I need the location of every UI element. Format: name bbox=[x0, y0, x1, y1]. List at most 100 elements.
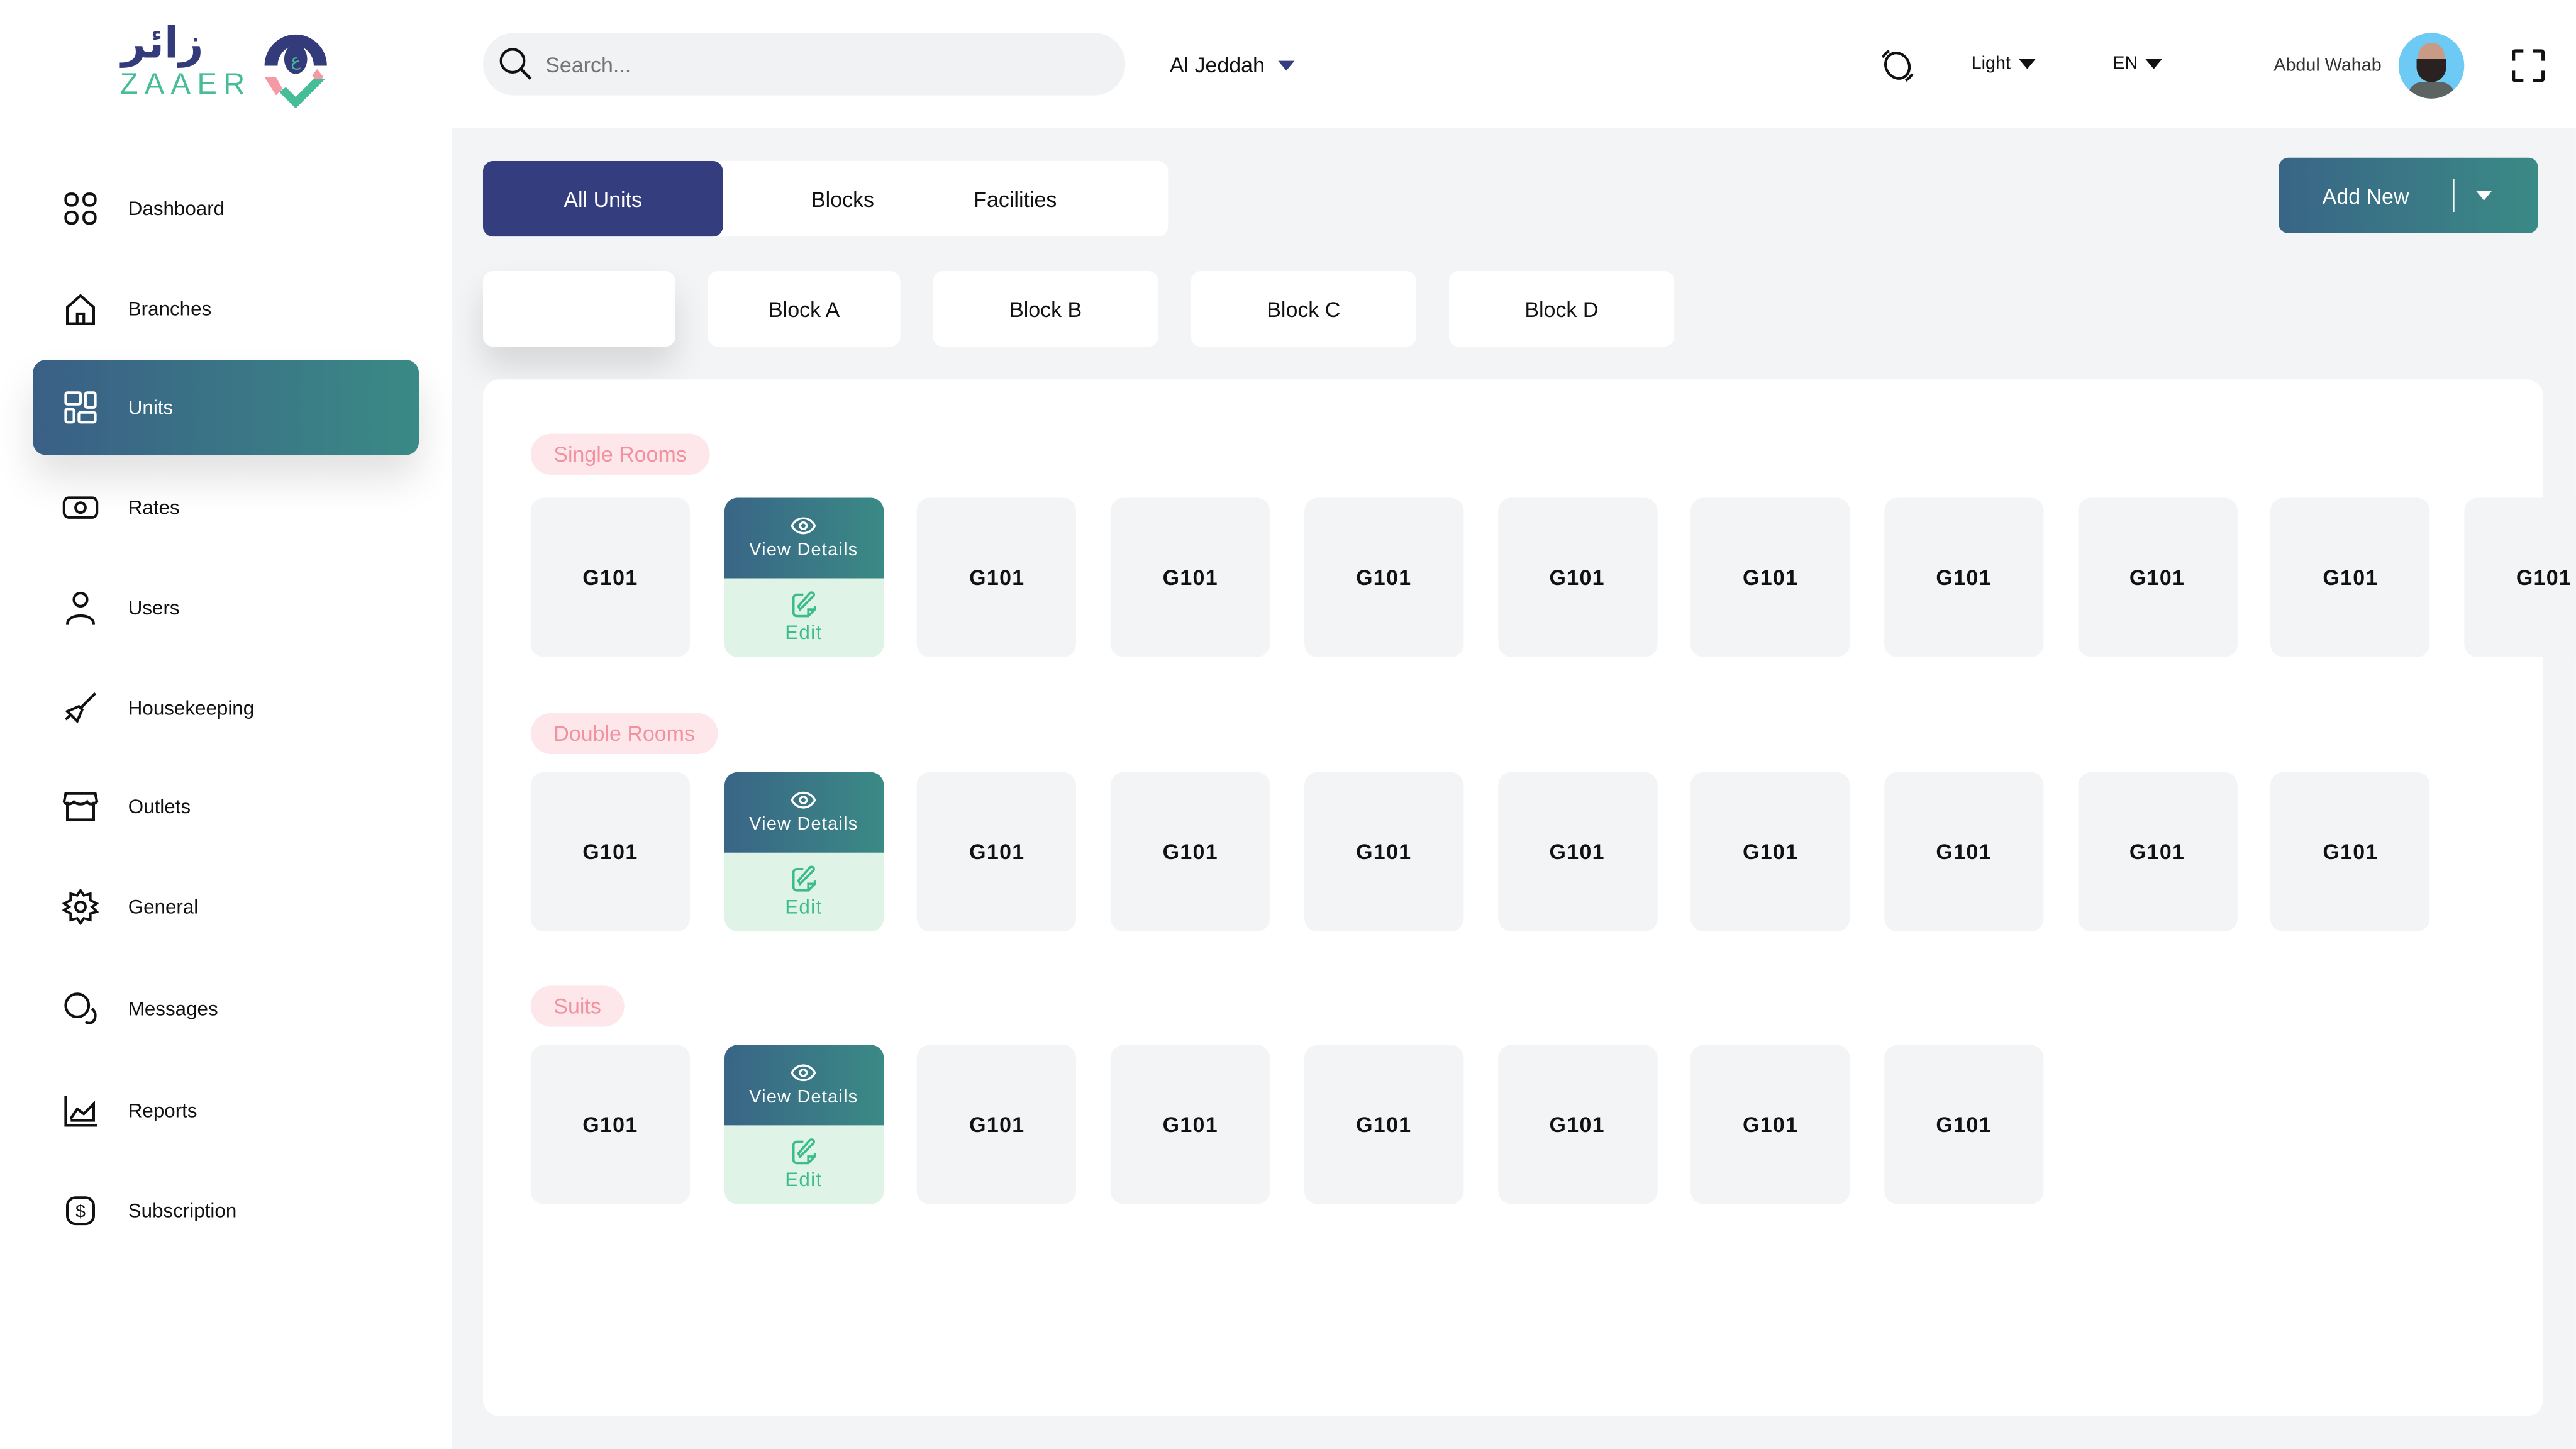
unit-card[interactable]: G101 bbox=[1497, 497, 1657, 657]
unit-number: G101 bbox=[1162, 565, 1218, 590]
user-icon bbox=[66, 591, 95, 625]
units-icon bbox=[64, 391, 97, 424]
unit-card[interactable]: G101 bbox=[2270, 497, 2431, 657]
unit-card[interactable]: G101 bbox=[1304, 497, 1463, 657]
search-input[interactable] bbox=[545, 52, 1072, 77]
tab-blocks[interactable]: Blocks bbox=[811, 186, 875, 211]
sidebar-item-outlets[interactable]: Outlets bbox=[33, 759, 419, 855]
eye-icon bbox=[791, 517, 817, 535]
add-new-label: Add New bbox=[2322, 183, 2409, 208]
sidebar-item-general[interactable]: General bbox=[33, 859, 419, 955]
unit-card[interactable]: G101 bbox=[530, 1045, 691, 1204]
unit-number: G101 bbox=[1549, 565, 1605, 590]
unit-number: G101 bbox=[1742, 1112, 1799, 1137]
theme-dropdown[interactable]: Light bbox=[1972, 54, 2036, 74]
unit-card[interactable]: G101 bbox=[2077, 772, 2237, 932]
notification-icon[interactable] bbox=[1879, 48, 1915, 84]
sidebar-item-reports[interactable]: Reports bbox=[33, 1063, 419, 1158]
sidebar-item-housekeeping[interactable]: Housekeeping bbox=[33, 660, 419, 756]
block-b[interactable]: Block B bbox=[933, 271, 1158, 347]
unit-number: G101 bbox=[1936, 839, 1992, 865]
unit-card[interactable]: G101 bbox=[917, 772, 1077, 932]
money-icon bbox=[62, 496, 99, 519]
unit-card[interactable]: G101 bbox=[530, 772, 691, 932]
unit-card[interactable]: G101 bbox=[1304, 772, 1463, 932]
edit-label: Edit bbox=[785, 1168, 823, 1191]
view-details-button[interactable]: View Details bbox=[724, 772, 884, 853]
unit-number: G101 bbox=[582, 839, 638, 865]
logo-pin-icon: ع bbox=[264, 34, 327, 109]
sidebar-item-units[interactable]: Units bbox=[33, 360, 419, 455]
unit-number: G101 bbox=[969, 565, 1025, 590]
unit-number: G101 bbox=[1356, 565, 1412, 590]
unit-number: G101 bbox=[969, 839, 1025, 865]
block-view-all[interactable]: View All bbox=[482, 271, 675, 347]
view-details-button[interactable]: View Details bbox=[724, 497, 884, 579]
unit-card[interactable]: G101 bbox=[1884, 772, 2044, 932]
sidebar-item-users[interactable]: Users bbox=[33, 560, 419, 656]
dashboard-icon bbox=[64, 192, 97, 225]
chevron-down-icon bbox=[2019, 59, 2036, 69]
unit-card[interactable]: View Details Edit bbox=[724, 497, 884, 657]
edit-button[interactable]: Edit bbox=[724, 1125, 883, 1204]
dollar-icon: $ bbox=[66, 1196, 95, 1226]
unit-card[interactable]: G101 bbox=[1884, 497, 2044, 657]
chevron-down-icon[interactable] bbox=[2475, 191, 2492, 201]
unit-number: G101 bbox=[1549, 839, 1605, 865]
edit-icon bbox=[792, 1138, 816, 1165]
svg-text:$: $ bbox=[75, 1202, 86, 1222]
block-a[interactable]: Block A bbox=[708, 271, 901, 347]
unit-number: G101 bbox=[1742, 839, 1799, 865]
block-d[interactable]: Block D bbox=[1448, 271, 1674, 347]
edit-button[interactable]: Edit bbox=[724, 853, 883, 931]
unit-card[interactable]: G101 bbox=[1690, 772, 1850, 932]
user-name[interactable]: Abdul Wahab bbox=[2273, 55, 2382, 76]
unit-card[interactable]: G101 bbox=[2077, 497, 2237, 657]
tab-facilities[interactable]: Facilities bbox=[974, 186, 1057, 211]
language-dropdown[interactable]: EN bbox=[2112, 54, 2163, 74]
unit-card[interactable]: G101 bbox=[1690, 1045, 1850, 1204]
edit-button[interactable]: Edit bbox=[724, 578, 883, 657]
sidebar-item-subscription[interactable]: $ Subscription bbox=[33, 1163, 419, 1258]
unit-number: G101 bbox=[1356, 839, 1412, 865]
fullscreen-icon[interactable] bbox=[2510, 48, 2546, 84]
avatar[interactable] bbox=[2398, 33, 2465, 99]
unit-card[interactable]: G101 bbox=[2464, 497, 2576, 657]
unit-card[interactable]: G101 bbox=[917, 1045, 1077, 1204]
block-c[interactable]: Block C bbox=[1191, 271, 1416, 347]
view-details-button[interactable]: View Details bbox=[724, 1045, 884, 1126]
unit-card[interactable]: G101 bbox=[2270, 772, 2431, 932]
unit-card[interactable]: G101 bbox=[1111, 1045, 1270, 1204]
language-label: EN bbox=[2112, 54, 2138, 74]
unit-card[interactable]: View Details Edit bbox=[724, 772, 884, 932]
edit-label: Edit bbox=[785, 895, 823, 919]
unit-card[interactable]: G101 bbox=[1690, 497, 1850, 657]
unit-card[interactable]: G101 bbox=[917, 497, 1077, 657]
unit-number: G101 bbox=[969, 1112, 1025, 1137]
location-dropdown[interactable]: Al Jeddah bbox=[1170, 53, 1294, 77]
sidebar-item-messages[interactable]: Messages bbox=[33, 961, 419, 1057]
sidebar-item-rates[interactable]: Rates bbox=[33, 460, 419, 555]
sidebar-item-dashboard[interactable]: Dashboard bbox=[33, 161, 419, 257]
unit-card[interactable]: G101 bbox=[1111, 772, 1270, 932]
sidebar-item-label: Units bbox=[128, 396, 174, 419]
unit-card[interactable]: View Details Edit bbox=[724, 1045, 884, 1204]
unit-number: G101 bbox=[2129, 839, 2185, 865]
search-bar[interactable] bbox=[482, 33, 1126, 96]
unit-card[interactable]: G101 bbox=[1884, 1045, 2044, 1204]
view-details-label: View Details bbox=[749, 540, 858, 560]
unit-card[interactable]: G101 bbox=[1111, 497, 1270, 657]
unit-card[interactable]: G101 bbox=[530, 497, 691, 657]
unit-number: G101 bbox=[2129, 565, 2185, 590]
unit-card[interactable]: G101 bbox=[1497, 772, 1657, 932]
unit-card[interactable]: G101 bbox=[1497, 1045, 1657, 1204]
eye-icon bbox=[791, 1064, 817, 1082]
add-new-button[interactable]: Add New bbox=[2279, 157, 2538, 233]
unit-number: G101 bbox=[2516, 565, 2572, 590]
tab-all-units[interactable]: All Units bbox=[482, 160, 723, 237]
sidebar-item-branches[interactable]: Branches bbox=[33, 261, 419, 357]
unit-card[interactable]: G101 bbox=[1304, 1045, 1463, 1204]
sidebar-item-label: Messages bbox=[128, 997, 218, 1021]
svg-text:ع: ع bbox=[291, 50, 301, 70]
